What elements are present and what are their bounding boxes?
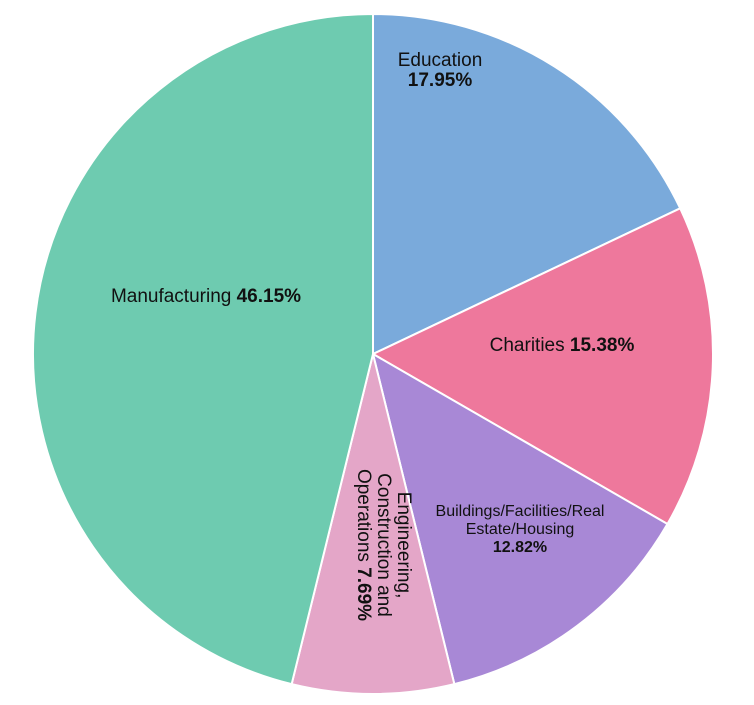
pie-label-manufacturing: Manufacturing 46.15% xyxy=(111,286,301,307)
pie-label-percent: 7.69% xyxy=(353,567,374,621)
pie-label-name: Charities xyxy=(490,335,565,356)
pie-label-percent: 46.15% xyxy=(237,286,302,307)
pie-label-text: Manufacturing 46.15% xyxy=(111,286,301,307)
pie-label-name-line: Buildings/Facilities/Real xyxy=(436,503,605,520)
pie-slices xyxy=(32,12,714,695)
pie-slice-engineering-construction-operations xyxy=(290,353,456,695)
pie-slice-charities xyxy=(370,206,714,526)
pie-label-name: Education xyxy=(398,50,483,71)
pie-label-percent: 15.38% xyxy=(570,335,635,356)
pie-label-text: Charities 15.38% xyxy=(490,335,635,356)
pie-label-buildings-facilities-real-estate-housing: Buildings/Facilities/RealEstate/Housing1… xyxy=(436,503,605,556)
pie-label-name-line: Construction and xyxy=(373,473,394,617)
pie-label-name-line: Operations xyxy=(353,469,374,562)
pie-label-percent: 17.95% xyxy=(408,70,473,91)
pie-slice-education xyxy=(372,12,682,356)
pie-slice-manufacturing xyxy=(32,12,374,686)
pie-slice-buildings-facilities-real-estate-housing xyxy=(371,351,669,686)
pie-label-name: Manufacturing xyxy=(111,286,231,307)
pie-label-charities: Charities 15.38% xyxy=(490,335,635,356)
pie-label-last-line: Operations 7.69% xyxy=(353,469,374,621)
pie-label-name-line: Estate/Housing xyxy=(466,521,575,538)
pie-label-name-line: Engineering, xyxy=(393,492,414,599)
pie-label-percent: 12.82% xyxy=(493,539,547,556)
